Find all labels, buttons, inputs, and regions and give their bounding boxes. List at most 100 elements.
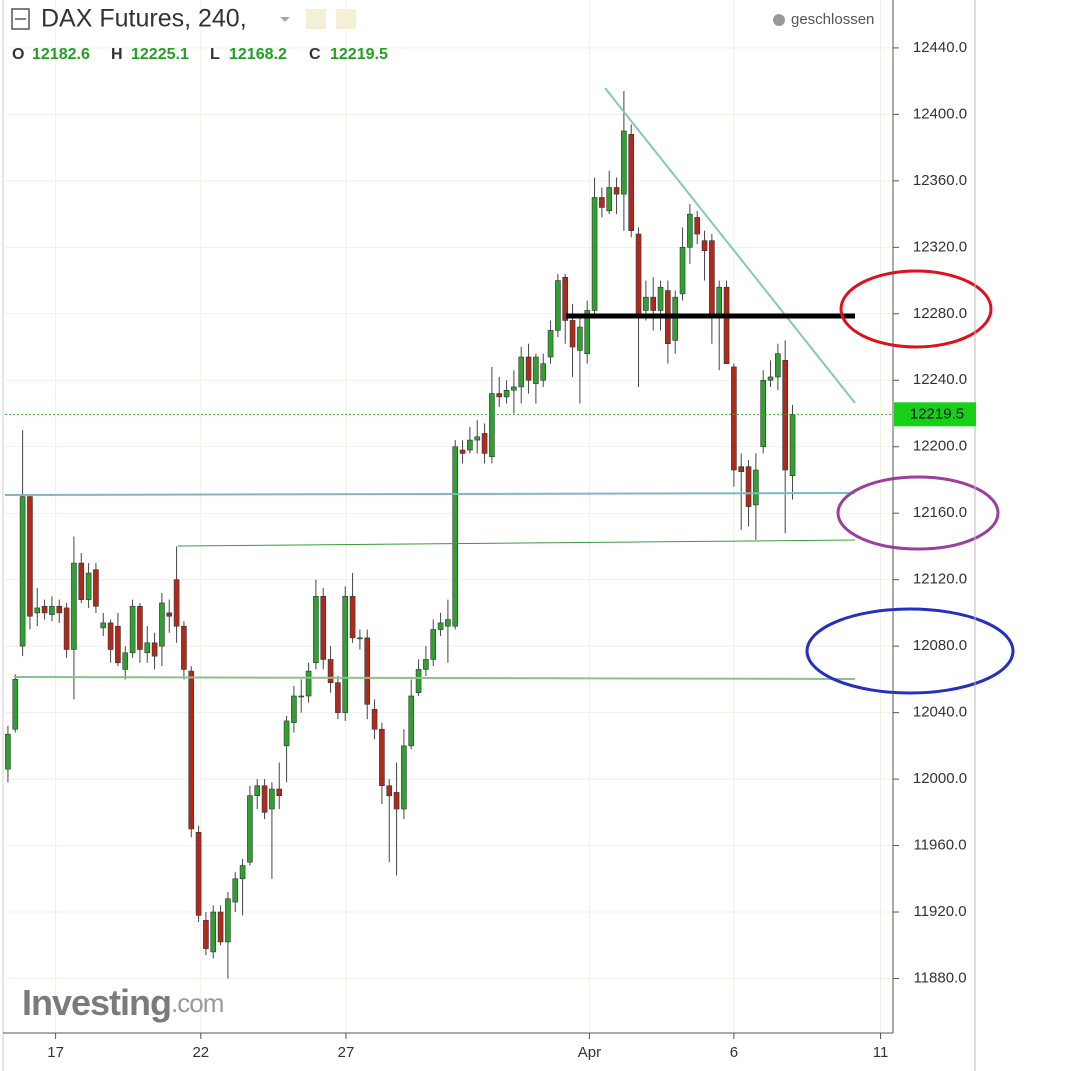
candle-body xyxy=(144,642,151,654)
candle-body xyxy=(239,865,246,880)
candle-body xyxy=(269,788,275,810)
candle-body xyxy=(203,920,209,949)
candle-body xyxy=(27,496,33,617)
y-tick-label: 12320.0 xyxy=(913,238,967,255)
candle-body xyxy=(151,642,158,657)
candle-body xyxy=(569,320,576,348)
candle-body xyxy=(100,622,107,629)
candle-body xyxy=(188,670,195,830)
ohlc-label: H xyxy=(111,46,123,63)
collapse-icon[interactable] xyxy=(11,8,30,30)
highlight-ellipse xyxy=(836,475,1000,551)
support-line xyxy=(177,539,856,547)
candle-body xyxy=(349,595,356,639)
candle-body xyxy=(71,562,77,650)
candle-body xyxy=(591,197,598,311)
candle-body xyxy=(5,733,11,770)
candle-body xyxy=(525,356,532,381)
candle-body xyxy=(12,679,19,730)
candle-body xyxy=(173,579,180,627)
candle-body xyxy=(745,466,752,507)
ohlc-label: C xyxy=(309,46,321,63)
dropdown-caret[interactable] xyxy=(280,17,290,22)
candle-body xyxy=(19,496,26,647)
last-price-label: 12219.5 xyxy=(910,405,964,422)
x-tick-label: 27 xyxy=(338,1044,355,1061)
candle-body xyxy=(342,595,349,713)
status: geschlossen xyxy=(791,11,874,28)
candle-body xyxy=(694,217,701,235)
candle-body xyxy=(621,130,627,195)
trend-line xyxy=(604,87,856,404)
candle-body xyxy=(767,376,774,381)
watermark-brand: Investing xyxy=(22,982,171,1023)
candle-body xyxy=(709,240,715,315)
candles xyxy=(5,91,893,979)
candle-body xyxy=(217,911,224,943)
y-tick-label: 12400.0 xyxy=(913,105,967,122)
candle-body xyxy=(503,389,510,398)
candle-body xyxy=(775,353,781,378)
watermark-suffix: .com xyxy=(171,988,223,1018)
candle-body xyxy=(305,670,312,697)
icon[interactable] xyxy=(336,9,356,29)
candle-body xyxy=(137,605,143,650)
watermark: Investing.com xyxy=(22,982,223,1023)
ohlc-value: 12182.6 xyxy=(32,46,90,63)
candle-body xyxy=(423,659,429,670)
x-tick-label: 22 xyxy=(192,1044,209,1061)
candle-body xyxy=(679,247,686,295)
candle-body xyxy=(357,637,363,640)
y-tick-label: 12120.0 xyxy=(913,571,967,588)
candle-body xyxy=(335,682,341,713)
candle-body xyxy=(210,911,217,953)
candle-body xyxy=(672,296,679,341)
candle-body xyxy=(254,785,261,797)
candle-body xyxy=(371,708,378,730)
candle-body xyxy=(459,449,466,454)
x-tick-label: 17 xyxy=(47,1044,64,1061)
candle-body xyxy=(115,625,121,664)
candle-body xyxy=(731,366,737,471)
candle-body xyxy=(562,276,569,321)
candle-body xyxy=(195,831,202,916)
y-tick-label: 12440.0 xyxy=(913,39,967,56)
candle-body xyxy=(650,296,657,311)
candle-body xyxy=(261,785,268,813)
candle-body xyxy=(291,695,297,723)
highlight-ellipse xyxy=(839,269,993,349)
candle-body xyxy=(78,562,85,600)
candle-body xyxy=(430,629,437,660)
candle-body xyxy=(547,330,554,358)
candle-body xyxy=(63,607,70,650)
candle-body xyxy=(635,233,642,315)
candle-body xyxy=(313,595,319,664)
highlight-ellipse xyxy=(805,607,1015,695)
icon[interactable] xyxy=(306,9,326,29)
candle-body xyxy=(606,187,613,212)
candle-body xyxy=(276,788,283,797)
candle-body xyxy=(445,619,451,627)
candle-body xyxy=(408,695,415,747)
candle-body xyxy=(584,310,591,354)
candle-body xyxy=(41,605,48,614)
candle-body xyxy=(122,652,129,670)
y-tick-label: 12160.0 xyxy=(913,504,967,521)
candle-body xyxy=(701,240,708,251)
candle-body xyxy=(452,446,459,627)
grid xyxy=(5,0,893,1033)
candle-body xyxy=(56,605,63,614)
candle-body xyxy=(283,720,290,747)
y-tick-label: 11880.0 xyxy=(913,969,966,986)
candle-body xyxy=(687,213,693,248)
candle-body xyxy=(496,393,503,398)
candle-body xyxy=(518,356,525,388)
y-tick-label: 12360.0 xyxy=(913,172,967,189)
ohlc-label: L xyxy=(210,46,220,63)
candle-body xyxy=(716,286,723,315)
y-tick-label: 12080.0 xyxy=(913,637,967,654)
candle-body xyxy=(34,607,41,614)
y-tick-label: 12040.0 xyxy=(913,704,967,721)
candle-body xyxy=(129,605,136,654)
